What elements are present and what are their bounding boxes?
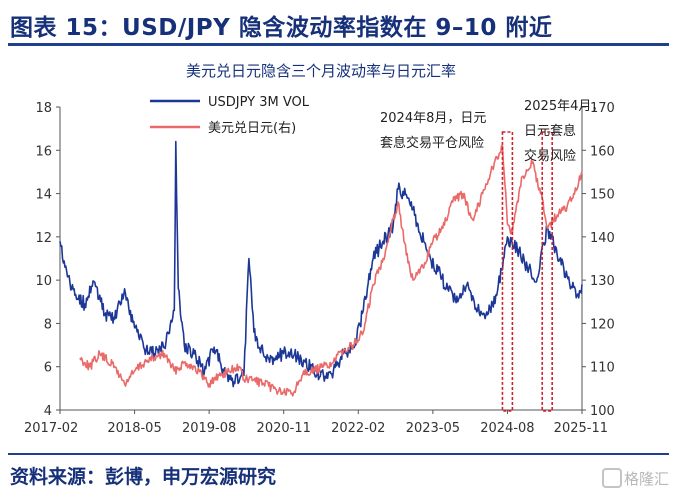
legend-fx-label: 美元兑日元(右) bbox=[208, 121, 296, 136]
watermark-text: 格隆汇 bbox=[623, 470, 669, 488]
x-tick-label: 2018-05 bbox=[107, 421, 161, 435]
x-tick-label: 2024-08 bbox=[480, 421, 534, 435]
left-tick-label: 8 bbox=[44, 317, 52, 332]
x-tick-label: 2020-11 bbox=[257, 421, 311, 435]
title-divider bbox=[8, 43, 669, 46]
chart-title: 美元兑日元隐含三个月波动率与日元汇率 bbox=[186, 62, 456, 80]
left-tick-label: 4 bbox=[44, 404, 52, 419]
chart: 美元兑日元隐含三个月波动率与日元汇率 4 6 8 10 12 14 16 18 100 110 12… bbox=[24, 62, 615, 435]
fx-series bbox=[79, 144, 583, 397]
watermark: 格隆汇 bbox=[601, 468, 669, 489]
footer-divider bbox=[8, 453, 669, 455]
left-tick-label: 14 bbox=[35, 188, 52, 203]
x-tick-label: 2017-02 bbox=[24, 421, 78, 435]
x-tick-label: 2019-08 bbox=[182, 421, 236, 435]
left-tick-label: 6 bbox=[44, 361, 52, 376]
source-note: 资料来源：彭博，申万宏源研究 bbox=[10, 466, 277, 488]
left-tick-label: 10 bbox=[35, 274, 52, 289]
right-tick-label: 150 bbox=[590, 188, 615, 203]
right-tick-label: 160 bbox=[590, 144, 615, 159]
annotation-apr-2025-line: 交易风险 bbox=[524, 148, 576, 164]
right-tick-label: 110 bbox=[590, 361, 615, 376]
left-tick-label: 18 bbox=[35, 101, 52, 116]
right-tick-label: 140 bbox=[590, 231, 615, 246]
right-tick-label: 170 bbox=[590, 101, 615, 116]
legend-vol-label: USDJPY 3M VOL bbox=[208, 95, 310, 110]
annotation-aug-2024-line: 2024年8月，日元 bbox=[380, 111, 486, 126]
x-tick-label: 2023-05 bbox=[406, 421, 460, 435]
right-tick-label: 100 bbox=[590, 404, 615, 419]
chart-axes: 4 6 8 10 12 14 16 18 100 110 120 130 140 150 160 170 201… bbox=[24, 101, 615, 435]
left-tick-label: 12 bbox=[35, 231, 52, 246]
right-tick-label: 130 bbox=[590, 274, 615, 289]
annotation-apr-2025-line: 2025年4月， bbox=[524, 99, 604, 114]
vol-series bbox=[59, 140, 583, 388]
watermark-icon bbox=[601, 468, 622, 488]
left-tick-label: 16 bbox=[35, 144, 52, 159]
x-tick-label: 2022-02 bbox=[331, 421, 385, 435]
legend: USDJPY 3M VOL 美元兑日元(右) bbox=[150, 95, 310, 136]
right-tick-label: 120 bbox=[590, 317, 615, 332]
vol-series-line bbox=[59, 140, 583, 388]
annotation-apr-2025-line: 日元套息 bbox=[524, 123, 576, 139]
figure-title: 图表 15：USD/JPY 隐含波动率指数在 9–10 附近 bbox=[10, 15, 553, 41]
event-box bbox=[541, 131, 553, 412]
x-tick-label: 2025-11 bbox=[554, 421, 608, 435]
fx-series-line bbox=[79, 144, 583, 397]
annotation-aug-2024-line: 套息交易平仓风险 bbox=[380, 135, 484, 151]
